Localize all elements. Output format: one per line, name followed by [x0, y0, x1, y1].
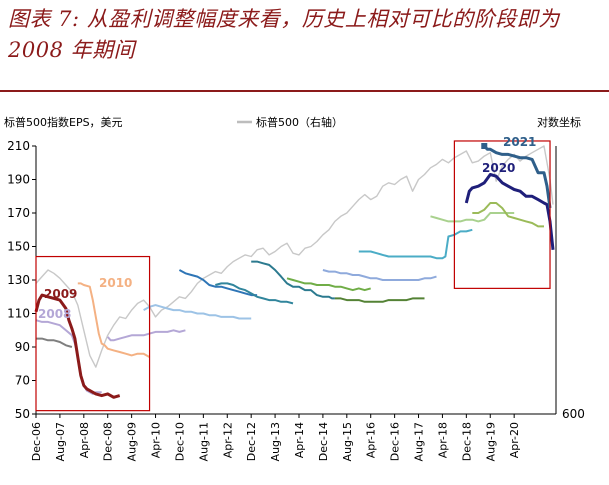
y-right-tick-label: 600 — [562, 407, 585, 421]
sp500-line — [35, 145, 554, 368]
eps-line-2018 — [334, 297, 425, 303]
y-tick-label: 150 — [7, 240, 30, 254]
annotation-2008: 2008 — [38, 307, 71, 321]
y-tick-label: 90 — [15, 340, 30, 354]
x-tick-label: Apr-18 — [436, 422, 449, 458]
y-tick-label: 50 — [15, 407, 30, 421]
eps-line-2016 — [251, 260, 335, 300]
eps-line-2020a — [472, 202, 544, 228]
x-tick-label: Dec-16 — [389, 422, 402, 461]
eps-line-2021 — [483, 144, 552, 209]
x-tick-label: Apr-08 — [78, 422, 91, 458]
x-tick-label: Dec-14 — [317, 422, 330, 461]
x-tick-label: Apr-14 — [293, 422, 306, 458]
y-tick-label: 70 — [15, 374, 30, 388]
annotation-2020: 2020 — [482, 161, 515, 175]
chart-title: 图表 7: 从盈利调整幅度来看，历史上相对可比的阶段即为 2008 年期间 — [8, 7, 560, 62]
eps-line-2014 — [178, 269, 258, 297]
title-divider — [0, 90, 609, 92]
y-tick-label: 190 — [7, 173, 30, 187]
eps-line-2009 — [34, 293, 121, 399]
x-tick-label: Aug-07 — [54, 422, 67, 461]
eps-line-2008 — [35, 319, 102, 395]
eps-line-2017 — [286, 277, 371, 292]
eps-line-2015 — [215, 282, 294, 305]
y-tick-label: 170 — [7, 206, 30, 220]
eps-line-2020 — [464, 173, 555, 250]
x-tick-label: Apr-20 — [508, 422, 521, 458]
x-tick-label: Aug-09 — [126, 422, 139, 461]
x-tick-label: Apr-12 — [221, 422, 234, 458]
x-tick-label: Dec-10 — [173, 422, 186, 461]
x-tick-label: Aug-13 — [269, 422, 282, 461]
highlight-box-1 — [35, 255, 151, 412]
x-tick-label: Aug-15 — [341, 422, 354, 461]
x-tick-label: Dec-06 — [30, 422, 43, 461]
x-tick-label: Dec-18 — [460, 422, 473, 461]
eps-line-2018b — [322, 269, 437, 281]
x-tick-label: Dec-08 — [102, 422, 115, 461]
y-tick-label: 210 — [7, 139, 30, 153]
eps-line-2011 — [106, 329, 186, 342]
eps-line-2012 — [36, 337, 73, 348]
annotation-2010: 2010 — [99, 276, 132, 290]
x-tick-label: Aug-11 — [197, 422, 210, 461]
y-axis-label-left: 标普500指数EPS，美元 — [4, 115, 123, 129]
y-tick-label: 130 — [7, 273, 30, 287]
x-tick-label: Apr-16 — [365, 422, 378, 458]
eps-line-2013 — [143, 304, 252, 320]
eps-line-2019 — [358, 228, 473, 260]
x-tick-label: Apr-10 — [150, 422, 163, 458]
legend-label-sp500: 标普500（右轴） — [256, 115, 343, 129]
y-tick-label: 110 — [7, 307, 30, 321]
x-tick-label: Dec-12 — [245, 422, 258, 461]
annotation-2009: 2009 — [44, 287, 77, 301]
highlight-box-2 — [453, 140, 551, 289]
x-tick-label: Aug-17 — [413, 422, 426, 461]
y-axis-label-right: 对数坐标 — [537, 115, 581, 129]
annotation-2021: 2021 — [503, 135, 536, 149]
eps-line-2010 — [77, 282, 151, 358]
eps-line-2019b — [430, 212, 515, 223]
x-tick-label: Aug-19 — [484, 422, 497, 461]
eps-2021-start-marker — [481, 143, 488, 149]
